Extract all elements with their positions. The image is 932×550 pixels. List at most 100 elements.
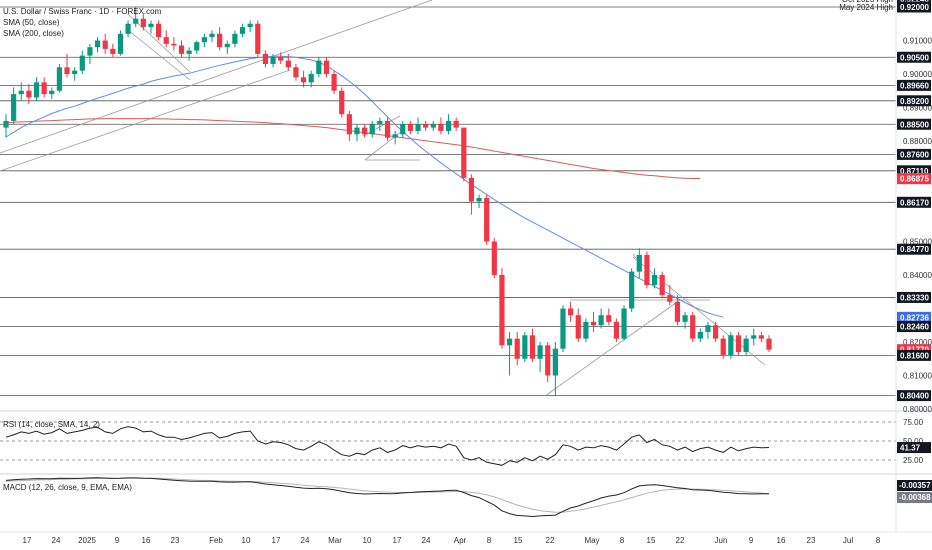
- candle-body: [87, 47, 93, 56]
- x-tick-label: 8: [620, 536, 625, 545]
- march-flag-top: [362, 115, 401, 137]
- candle-body: [209, 33, 215, 38]
- candle-body: [201, 37, 207, 43]
- x-tick-label: Jul: [843, 536, 853, 545]
- candle-body: [133, 18, 139, 24]
- price-badge: [897, 148, 931, 160]
- signal-value-badge: [897, 492, 932, 503]
- candle-body: [720, 338, 726, 356]
- long-uptrend-line: [0, 0, 433, 154]
- candle-body: [407, 124, 413, 131]
- candle-body: [590, 321, 597, 326]
- candle-body: [186, 50, 192, 54]
- price-badge-label: 0.81600: [900, 351, 929, 360]
- candle-body: [453, 120, 459, 128]
- candle-body: [560, 308, 566, 349]
- rsi-level-label: 25.00: [903, 456, 924, 465]
- y-tick-label: 0.81000: [903, 372, 932, 381]
- candle-body: [743, 338, 749, 353]
- y-tick-label: 0.80000: [903, 405, 932, 414]
- price-badges: 0.922400.920000.905000.896600.892000.885…: [897, 0, 931, 402]
- price-badge: [897, 51, 931, 63]
- candle-body: [423, 124, 429, 128]
- may-peak-marker: [632, 253, 637, 259]
- candle-body: [697, 331, 703, 339]
- candle-body: [514, 338, 520, 359]
- candle-body: [667, 295, 673, 302]
- candle-body: [293, 67, 299, 78]
- price-badge: [897, 390, 931, 402]
- price-badge-label: 0.89200: [900, 97, 929, 106]
- candle-body: [285, 60, 291, 68]
- y-tick-label: 0.88000: [903, 137, 932, 146]
- x-tick-label: May: [584, 536, 599, 545]
- rsi-level-label: 50.00: [903, 437, 924, 446]
- x-tick-label: 17: [23, 536, 32, 545]
- macd-legend: MACD (12, 26, close, 9, EMA, EMA): [3, 483, 132, 492]
- candle-body: [362, 127, 368, 135]
- x-tick-label: 2025: [78, 536, 96, 545]
- candle-body: [110, 48, 116, 54]
- x-tick-label: 17: [272, 536, 281, 545]
- price-badge-label: 0.80400: [900, 392, 929, 401]
- candle-body: [194, 42, 200, 51]
- x-tick-label: 8: [876, 536, 881, 545]
- candle-body: [346, 114, 352, 135]
- macd-line: [5, 477, 769, 518]
- candle-body: [552, 348, 558, 376]
- candle-body: [415, 124, 421, 131]
- candle-body: [64, 67, 70, 74]
- price-badge-label: 0.86875: [900, 175, 929, 184]
- price-badge: [897, 243, 931, 255]
- candle-body: [178, 45, 185, 54]
- macd-pane: -0.00357 -0.00368: [5, 477, 932, 518]
- candles-layer: [3, 7, 772, 396]
- candle-body: [255, 23, 261, 54]
- price-badge-label: 0.88500: [900, 120, 929, 129]
- price-badge: [897, 196, 931, 208]
- price-badge: [897, 291, 931, 303]
- candle-body: [377, 120, 383, 125]
- candle-body: [316, 60, 322, 74]
- candle-body: [156, 23, 162, 38]
- april-rising-line: [544, 299, 681, 397]
- x-tick-label: Jun: [715, 536, 728, 545]
- price-badge: [897, 79, 931, 91]
- price-badge-label: 0.90500: [900, 53, 929, 62]
- price-badge-label: 0.82460: [900, 323, 929, 332]
- candle-body: [522, 335, 528, 359]
- time-axis-ticks[interactable]: 17 24 2025 9 16 23 Feb 10 17 24 Mar 10 17 24 Apr 8 15 22 M…: [23, 536, 881, 545]
- price-badge-label: 0.92000: [900, 3, 929, 12]
- candle-body: [636, 254, 642, 272]
- price-badge: [897, 349, 931, 361]
- candle-body: [239, 27, 246, 34]
- rsi-value-badge: [897, 442, 931, 454]
- candle-body: [659, 275, 665, 296]
- sma-50-legend: SMA (50, close): [3, 18, 60, 27]
- price-badge-label: 0.83330: [900, 293, 929, 302]
- y-tick-label: 0.82000: [903, 338, 932, 347]
- candle-body: [171, 43, 177, 46]
- price-badge-label: 0.82736: [900, 313, 929, 322]
- candle-body: [705, 325, 711, 332]
- price-badge-label: 0.87110: [900, 167, 929, 176]
- x-tick-label: 9: [749, 536, 754, 545]
- x-tick-label: 10: [242, 536, 251, 545]
- price-badge: [897, 165, 931, 177]
- x-tick-label: 10: [363, 536, 372, 545]
- macd-value-badge: [897, 480, 932, 491]
- x-tick-label: 16: [142, 536, 151, 545]
- candle-body: [117, 33, 124, 54]
- candle-body: [148, 23, 154, 28]
- rsi-level-label: 75.00: [903, 418, 924, 427]
- candle-body: [644, 254, 650, 286]
- x-tick-label: Mar: [328, 536, 342, 545]
- candle-body: [400, 124, 406, 135]
- price-badge: [897, 173, 931, 185]
- candle-body: [33, 82, 40, 98]
- y-tick-label: 0.91000: [903, 37, 932, 46]
- x-tick-label: 24: [422, 536, 431, 545]
- x-tick-label: 9: [115, 536, 120, 545]
- price-badge: [897, 95, 931, 107]
